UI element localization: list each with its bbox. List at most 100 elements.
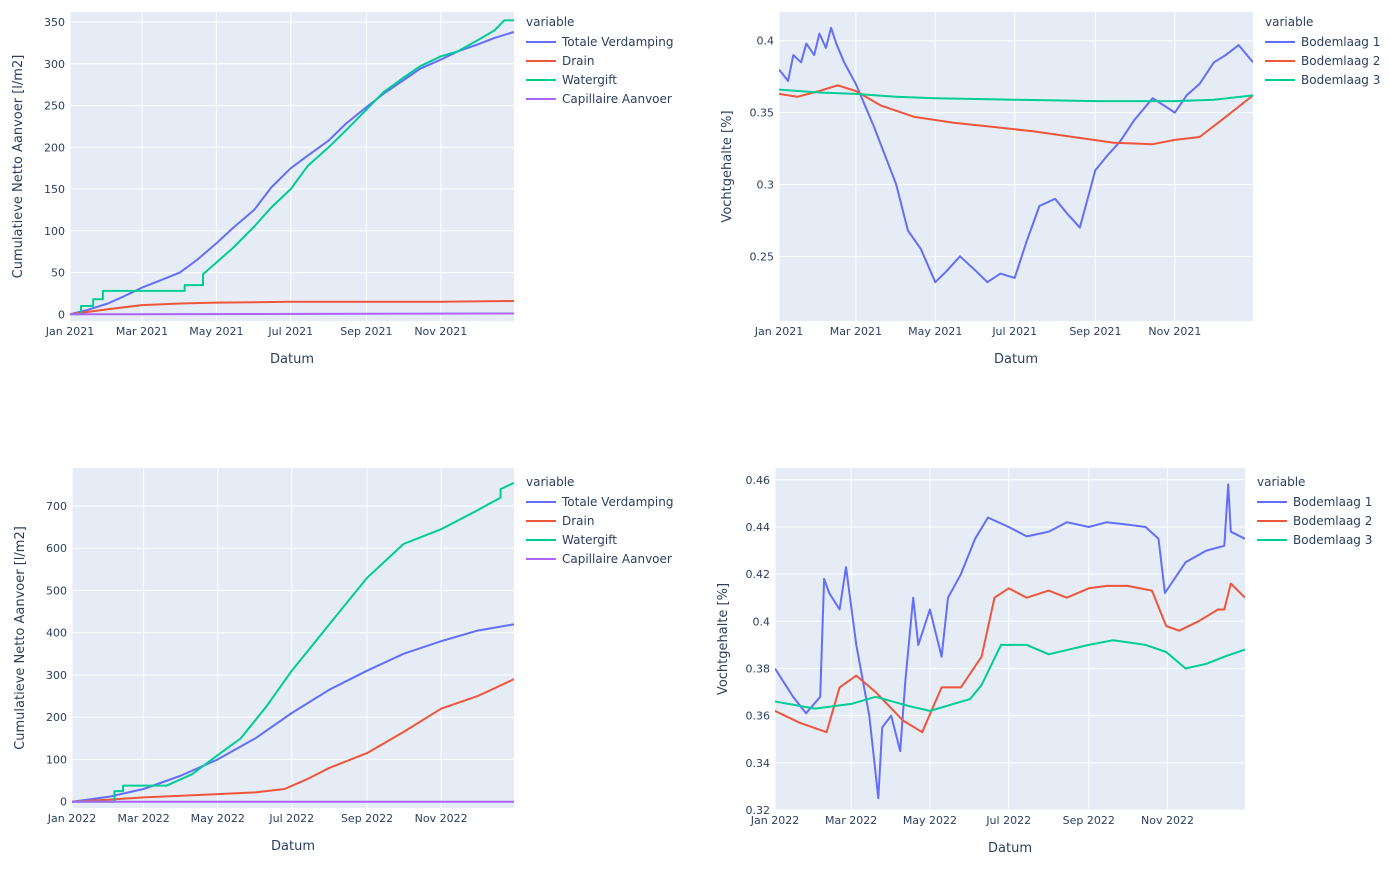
x-tick-label: Jan 2021 xyxy=(45,325,94,338)
x-axis-title: Datum xyxy=(994,352,1038,367)
x-tick-label: Mar 2021 xyxy=(830,325,882,338)
x-tick-label: Nov 2022 xyxy=(415,812,468,825)
y-tick-label: 0.34 xyxy=(746,757,771,770)
series-line xyxy=(779,88,1253,103)
legend-title: variable xyxy=(1257,475,1305,489)
y-tick-label: 150 xyxy=(44,183,65,196)
chart-top-left: Jan 2021 Mar 2021 May 2021 Jul 2021 Sep 2021… xyxy=(0,0,695,420)
y-tick-label: 350 xyxy=(44,16,65,29)
legend-title: variable xyxy=(526,15,574,29)
legend-item-label[interactable]: Capillaire Aanvoer xyxy=(562,92,672,106)
series-group xyxy=(72,481,514,803)
y-tick-label: 100 xyxy=(46,753,67,766)
x-tick-label: Mar 2021 xyxy=(116,325,168,338)
y-tick-label: 0.4 xyxy=(753,615,771,628)
series-line xyxy=(70,312,514,316)
legend-item-label[interactable]: Bodemlaag 1 xyxy=(1301,35,1380,49)
y-tick-label: 0.3 xyxy=(757,178,775,191)
y-tick-label: 0.38 xyxy=(746,662,771,675)
x-tick-label: Jan 2022 xyxy=(47,812,96,825)
series-line xyxy=(775,483,1245,800)
legend-title: variable xyxy=(526,475,574,489)
x-tick-label: Jul 2021 xyxy=(991,325,1037,338)
legend-item-label[interactable]: Watergift xyxy=(562,73,617,87)
x-tick-label: Sep 2021 xyxy=(1069,325,1121,338)
series-line xyxy=(72,623,514,803)
y-tick-label: 300 xyxy=(44,58,65,71)
y-tick-label: 0.42 xyxy=(746,568,771,581)
series-line xyxy=(72,678,514,803)
y-tick-label: 50 xyxy=(51,267,65,280)
y-tick-label: 0 xyxy=(60,796,67,809)
series-line xyxy=(70,300,514,316)
legend-title: variable xyxy=(1265,15,1313,29)
x-tick-label: Jan 2021 xyxy=(754,325,803,338)
y-tick-label: 0.44 xyxy=(746,521,771,534)
legend-item-label[interactable]: Totale Verdamping xyxy=(561,495,673,509)
x-tick-label: Jan 2022 xyxy=(750,814,799,827)
x-tick-label: Nov 2021 xyxy=(414,325,467,338)
series-group xyxy=(775,483,1245,800)
series-group xyxy=(779,26,1253,284)
chart-svg: Jan 2022 Mar 2022 May 2022 Jul 2022 Sep 2022… xyxy=(716,468,1372,856)
x-tick-label: Mar 2022 xyxy=(825,814,877,827)
y-tick-label: 250 xyxy=(44,100,65,113)
y-tick-label: 600 xyxy=(46,542,67,555)
x-tick-label: Jul 2021 xyxy=(267,325,313,338)
y-tick-label: 300 xyxy=(46,669,67,682)
y-axis-title: Cumulatieve Netto Aanvoer [l/m2] xyxy=(13,526,28,750)
chart-bottom-right: Jan 2022 Mar 2022 May 2022 Jul 2022 Sep 2022… xyxy=(695,430,1389,870)
y-axis-title: Cumulatieve Netto Aanvoer [l/m2] xyxy=(11,55,26,279)
x-tick-label: Jul 2022 xyxy=(268,812,314,825)
plot-area xyxy=(72,468,514,808)
y-tick-label: 200 xyxy=(46,711,67,724)
y-tick-label: 100 xyxy=(44,225,65,238)
y-tick-label: 0.32 xyxy=(746,804,771,817)
chart-svg: Jan 2021 Mar 2021 May 2021 Jul 2021 Sep 2021… xyxy=(720,12,1380,367)
series-line xyxy=(70,19,514,316)
legend-item-label[interactable]: Bodemlaag 2 xyxy=(1293,514,1372,528)
series-line xyxy=(775,639,1245,712)
y-tick-label: 500 xyxy=(46,584,67,597)
x-tick-label: May 2021 xyxy=(908,325,962,338)
x-tick-label: May 2022 xyxy=(191,812,245,825)
legend-item-label[interactable]: Bodemlaag 3 xyxy=(1301,73,1380,87)
legend-item-label[interactable]: Drain xyxy=(562,54,594,68)
y-tick-label: 400 xyxy=(46,627,67,640)
y-tick-label: 200 xyxy=(44,141,65,154)
series-line xyxy=(70,31,514,316)
y-tick-label: 0.35 xyxy=(750,107,775,120)
x-tick-label: Sep 2022 xyxy=(341,812,393,825)
plot-area xyxy=(775,468,1245,810)
y-tick-label: 0.4 xyxy=(757,35,775,48)
chart-top-right: Jan 2021 Mar 2021 May 2021 Jul 2021 Sep 2021… xyxy=(695,0,1389,420)
x-tick-label: May 2022 xyxy=(903,814,957,827)
legend-item-label[interactable]: Bodemlaag 2 xyxy=(1301,54,1380,68)
series-line xyxy=(72,481,514,803)
x-tick-label: Nov 2022 xyxy=(1141,814,1194,827)
x-tick-label: Nov 2021 xyxy=(1148,325,1201,338)
x-tick-label: Jul 2022 xyxy=(985,814,1031,827)
series-line xyxy=(779,84,1253,146)
y-axis-title: Vochtgehalte [%] xyxy=(720,110,735,222)
y-tick-label: 0.46 xyxy=(746,474,771,487)
y-tick-label: 700 xyxy=(46,500,67,513)
y-tick-label: 0.25 xyxy=(750,250,775,263)
x-axis-title: Datum xyxy=(270,352,314,367)
legend-item-label[interactable]: Totale Verdamping xyxy=(561,35,673,49)
legend-item-label[interactable]: Bodemlaag 3 xyxy=(1293,533,1372,547)
x-axis-title: Datum xyxy=(988,841,1032,856)
x-axis-title: Datum xyxy=(271,839,315,854)
legend-item-label[interactable]: Watergift xyxy=(562,533,617,547)
series-line xyxy=(779,26,1253,284)
series-group xyxy=(70,19,514,316)
legend-item-label[interactable]: Bodemlaag 1 xyxy=(1293,495,1372,509)
series-line xyxy=(775,582,1245,734)
x-tick-label: Sep 2022 xyxy=(1063,814,1115,827)
x-tick-label: Mar 2022 xyxy=(118,812,170,825)
y-tick-label: 0 xyxy=(58,308,65,321)
legend-item-label[interactable]: Capillaire Aanvoer xyxy=(562,552,672,566)
plot-area xyxy=(779,12,1253,321)
legend-item-label[interactable]: Drain xyxy=(562,514,594,528)
chart-bottom-left: Jan 2022 Mar 2022 May 2022 Jul 2022 Sep 2022… xyxy=(0,430,695,870)
